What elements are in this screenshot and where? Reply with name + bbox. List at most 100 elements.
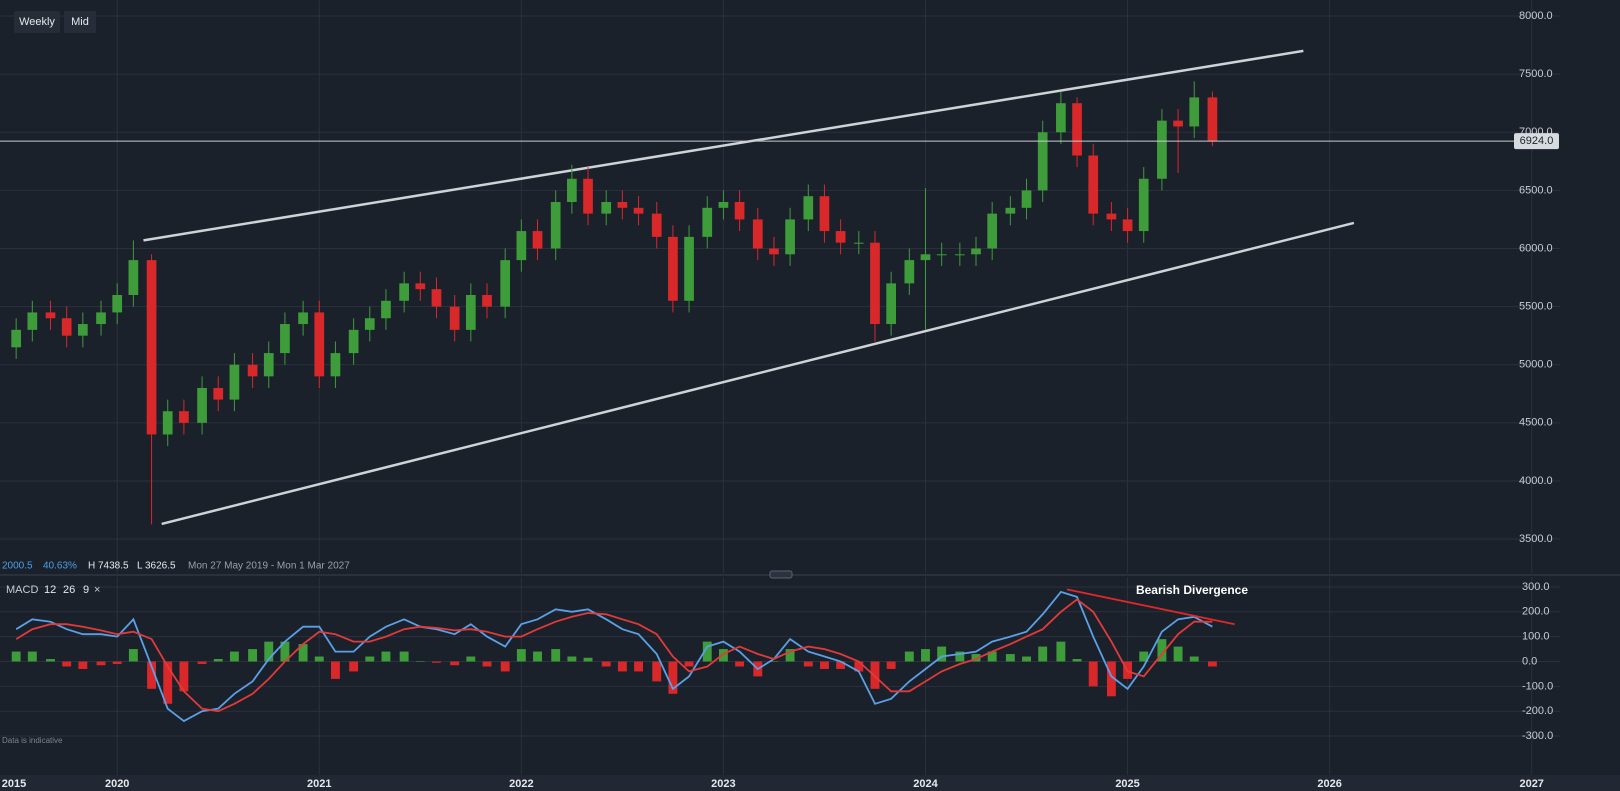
histogram-bar <box>987 651 997 662</box>
y-tick-label: -300.0 <box>1522 730 1553 742</box>
histogram-bar <box>668 661 678 694</box>
candle-body <box>803 196 814 220</box>
histogram-bar <box>955 651 965 662</box>
histogram-bar <box>112 661 122 664</box>
histogram-bar <box>769 661 779 662</box>
histogram-bar <box>62 661 72 667</box>
candle-body <box>1138 178 1149 232</box>
toolbar-button-label[interactable]: Weekly <box>19 16 55 28</box>
candle-body <box>1088 155 1099 214</box>
candle-body <box>516 231 527 261</box>
candle-body <box>920 254 931 261</box>
candle-body <box>904 260 915 284</box>
x-tick-label: 2023 <box>711 778 735 790</box>
candle-body <box>684 236 694 301</box>
histogram-bar <box>516 649 526 662</box>
y-tick-label: -100.0 <box>1522 680 1553 692</box>
trendline <box>161 221 1355 526</box>
candle-body <box>11 329 22 348</box>
histogram-bar <box>1139 651 1149 662</box>
histogram-bar <box>1173 646 1183 662</box>
histogram-bar <box>349 661 359 672</box>
x-tick-label: 2020 <box>105 778 129 790</box>
candle-body <box>718 202 729 208</box>
panel-handle[interactable] <box>769 570 793 579</box>
histogram-bar <box>482 661 492 667</box>
histogram-bar <box>314 656 324 662</box>
candle-body <box>247 364 258 377</box>
histogram-bar <box>1072 659 1082 662</box>
histogram-bar <box>1189 656 1199 662</box>
y-tick-label: 3500.0 <box>1519 533 1553 545</box>
candle-body <box>651 213 662 237</box>
x-start-label: 2015 <box>2 778 26 790</box>
histogram-bar <box>432 661 441 663</box>
y-tick-label: 100.0 <box>1522 631 1550 643</box>
candle-body <box>197 387 207 423</box>
histogram-bar <box>684 661 694 667</box>
x-tick-label: 2024 <box>913 778 938 790</box>
candle-body <box>465 294 476 330</box>
histogram-bar <box>500 661 510 672</box>
toolbar-button-label[interactable]: Mid <box>71 16 89 28</box>
histogram-bar <box>1038 646 1048 662</box>
histogram-bar <box>298 644 308 662</box>
candle-body <box>702 207 713 237</box>
histogram-bar <box>1056 641 1066 662</box>
histogram-bar <box>78 661 88 669</box>
candle-body <box>27 312 38 330</box>
candle-body <box>263 353 274 377</box>
histogram-bar <box>718 649 728 662</box>
candle-body <box>853 242 864 244</box>
y-tick-label: 8000.0 <box>1519 10 1553 22</box>
y-tick-label: 6000.0 <box>1519 242 1553 254</box>
candle-body <box>1037 132 1048 191</box>
info-high: H 7438.5 <box>88 561 129 572</box>
indicator-close[interactable]: × <box>94 584 100 596</box>
histogram-bar <box>854 661 864 672</box>
candle-body <box>1122 219 1133 232</box>
candle-body <box>280 324 290 354</box>
candle-body <box>348 329 359 354</box>
candle-body <box>128 260 139 295</box>
histogram-bar <box>1157 639 1167 662</box>
y-tick-label: 5500.0 <box>1519 301 1553 313</box>
candle-body <box>886 283 896 325</box>
candle-body <box>532 231 543 249</box>
toolbar-button[interactable] <box>64 11 96 33</box>
candle-body <box>971 248 981 255</box>
histogram-bar <box>96 661 106 666</box>
histogram-bar <box>197 661 207 664</box>
info-change-pct: 40.63% <box>43 561 77 572</box>
histogram-bar <box>785 649 795 662</box>
candle-body <box>1173 120 1183 127</box>
candle-body <box>298 312 308 325</box>
candle-body <box>936 254 947 256</box>
candle-body <box>550 202 561 249</box>
candle-body <box>500 260 511 307</box>
indicator-param: 26 <box>63 584 75 596</box>
candle-body <box>213 387 224 400</box>
candle-body <box>96 312 106 325</box>
toolbar-button[interactable] <box>14 11 60 33</box>
histogram-bar <box>803 661 813 667</box>
candle-body <box>734 202 745 220</box>
histogram-bar <box>229 651 239 662</box>
candle-body <box>870 242 880 325</box>
histogram-bar <box>280 641 290 662</box>
y-tick-label: 300.0 <box>1522 581 1550 593</box>
histogram-bar <box>836 661 846 669</box>
histogram-bar <box>1005 654 1015 662</box>
histogram-bar <box>179 661 189 692</box>
candle-body <box>415 283 426 290</box>
histogram-bar <box>264 641 274 662</box>
candle-body <box>633 207 644 214</box>
histogram-bar <box>551 649 561 662</box>
candle-body <box>61 318 72 336</box>
candle-body <box>449 306 460 330</box>
candle-body <box>431 289 442 307</box>
candle-body <box>987 213 998 249</box>
info-range: Mon 27 May 2019 - Mon 1 Mar 2027 <box>188 561 350 572</box>
